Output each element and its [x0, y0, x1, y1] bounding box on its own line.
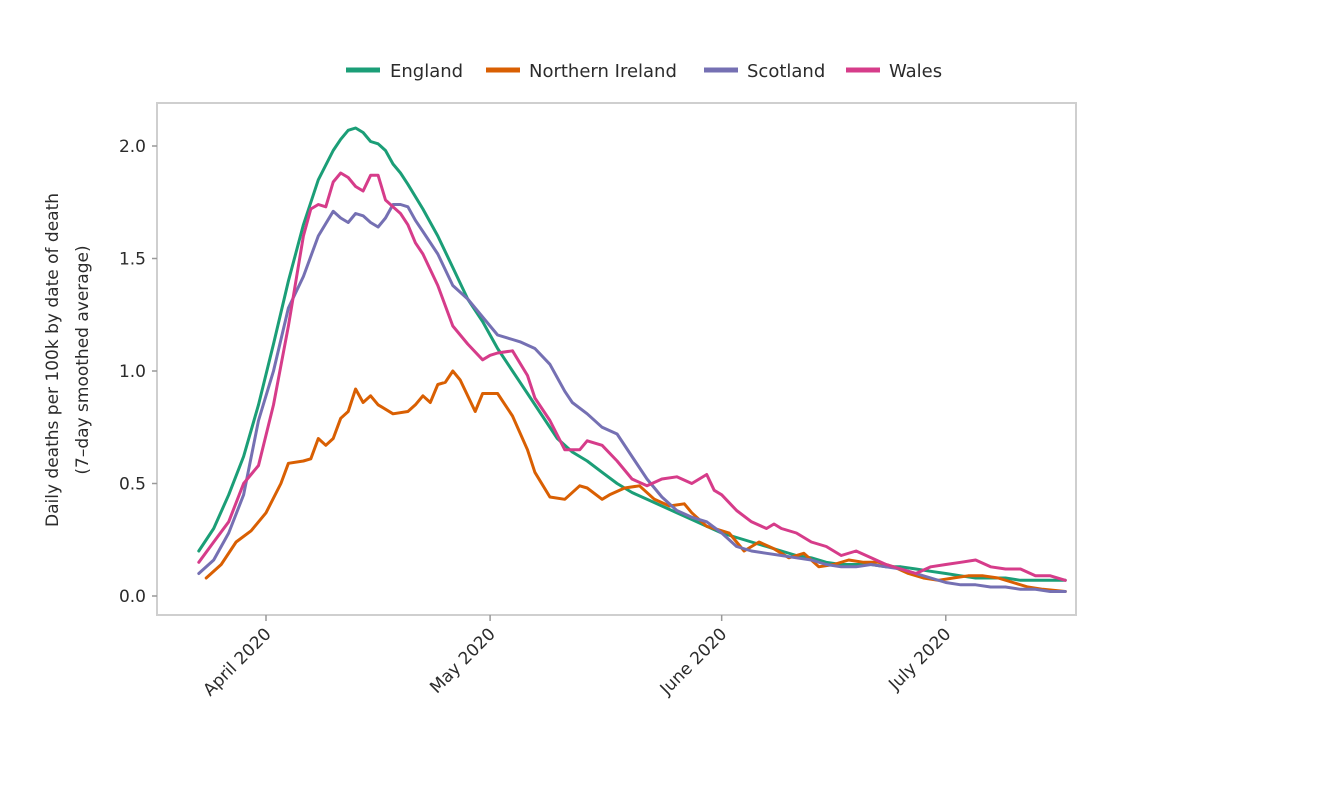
y-axis: 0.0 0.5 1.0 1.5 2.0 [119, 137, 157, 607]
series-line-wales [197, 171, 1067, 582]
x-axis: April 2020 May 2020 June 2020 July 2020 [199, 615, 955, 700]
y-tick-label: 0.0 [119, 587, 146, 607]
legend-item-wales: Wales [846, 61, 942, 82]
y-axis-title-line-1: Daily deaths per 100k by date of death [43, 193, 63, 527]
x-tick-label: July 2020 [884, 624, 955, 695]
y-tick-label: 0.5 [119, 475, 146, 495]
series-line-england [197, 126, 1067, 582]
x-tick-label: May 2020 [426, 624, 499, 697]
y-tick-label: 1.0 [119, 362, 146, 382]
legend-label: Scotland [747, 61, 825, 82]
legend-label: Wales [889, 61, 942, 82]
x-tick-label: April 2020 [199, 624, 275, 700]
y-tick-label: 2.0 [119, 137, 146, 157]
y-axis-title-line-2: (7–day smoothed average) [73, 245, 93, 474]
legend: England Northern Ireland Scotland Wales [346, 61, 942, 82]
legend-item-scotland: Scotland [704, 61, 825, 82]
plot-panel-border [156, 102, 1077, 616]
legend-item-northern-ireland: Northern Ireland [486, 61, 677, 82]
series-layer [197, 126, 1067, 593]
y-tick-label: 1.5 [119, 250, 146, 270]
y-axis-title: Daily deaths per 100k by date of death (… [43, 193, 93, 527]
legend-label: England [390, 61, 463, 82]
legend-label: Northern Ireland [529, 61, 677, 82]
legend-item-england: England [346, 61, 463, 82]
x-tick-label: June 2020 [656, 624, 731, 699]
